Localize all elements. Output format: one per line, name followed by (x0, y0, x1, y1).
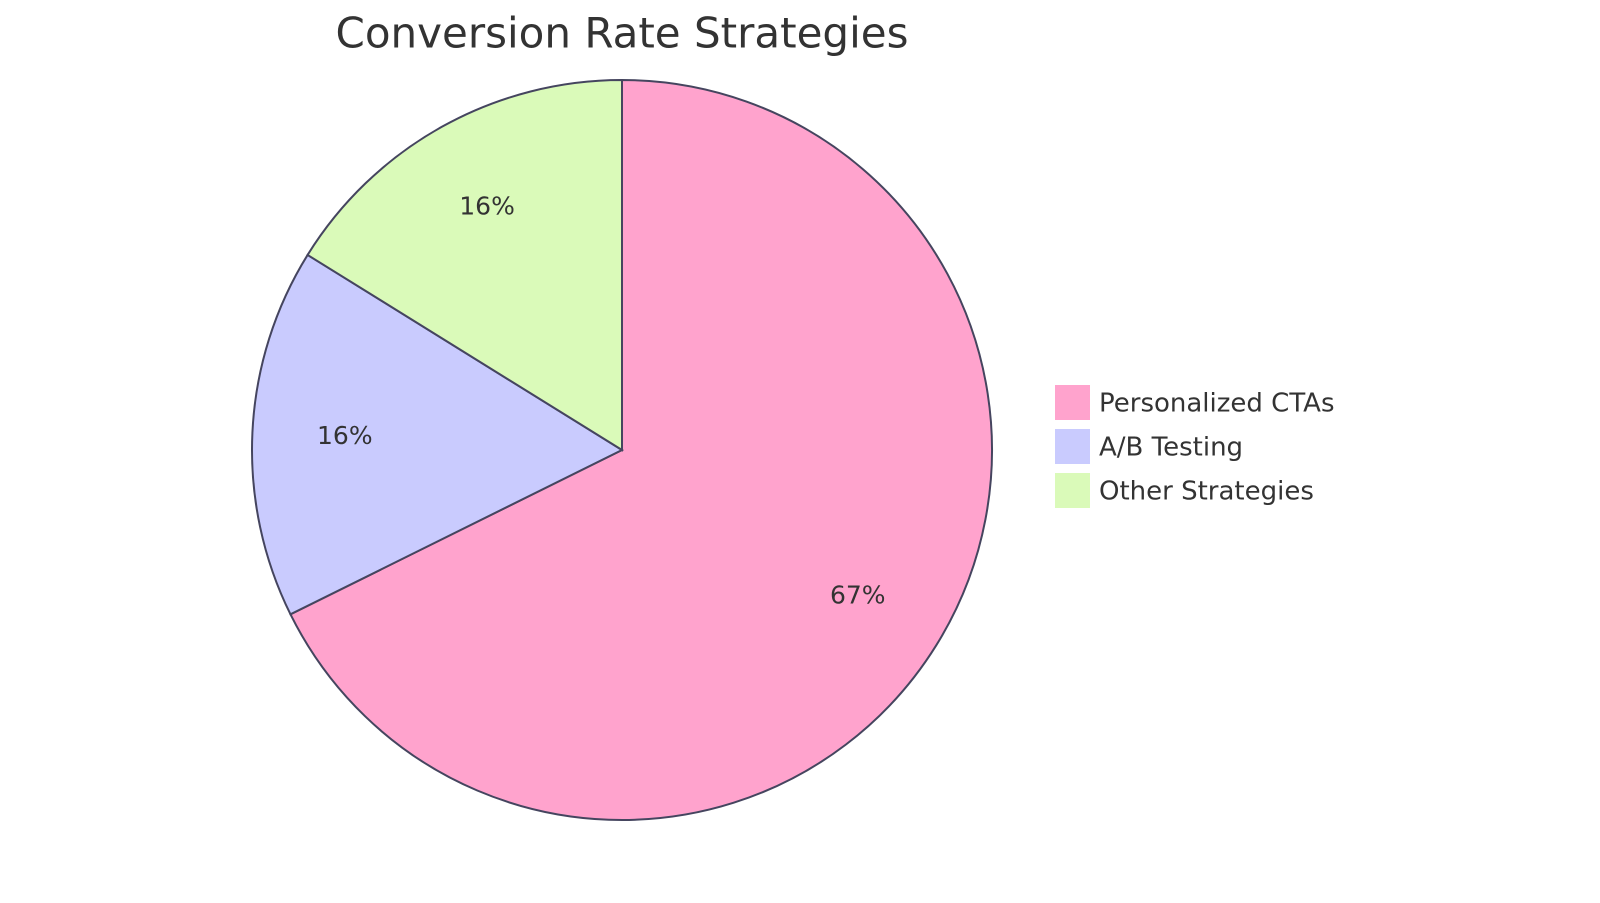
chart-title: Conversion Rate Strategies (336, 9, 909, 58)
legend-label: Personalized CTAs (1099, 389, 1335, 419)
legend-swatch (1053, 383, 1092, 422)
pie-slice (251, 253, 625, 616)
value-label: 67% (830, 580, 886, 609)
legend-label: A/B Testing (1099, 433, 1243, 463)
pie-slice (289, 78, 993, 821)
legend-swatch (1053, 427, 1092, 466)
legend-label: Other Strategies (1099, 477, 1314, 507)
pie-slice (306, 78, 623, 452)
value-label: 16% (459, 192, 515, 221)
value-label: 16% (317, 421, 373, 450)
legend-swatch (1053, 471, 1092, 510)
